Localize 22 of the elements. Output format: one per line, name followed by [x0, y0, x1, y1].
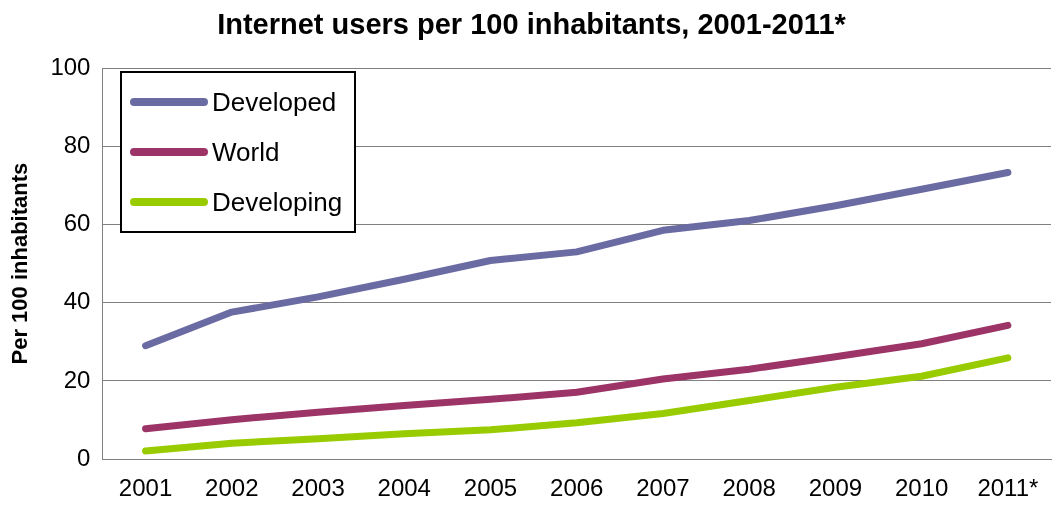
x-tick-label: 2009 [808, 474, 863, 502]
x-tick-label: 2001 [118, 474, 173, 502]
x-tick-label: 2005 [463, 474, 518, 502]
y-tick-label: 60 [63, 209, 91, 237]
y-tick-label: 40 [63, 287, 91, 315]
legend-label: Developing [212, 186, 343, 218]
x-tick-label: 2011* [977, 474, 1039, 502]
legend-label: World [212, 136, 280, 168]
x-tick-label: 2008 [722, 474, 776, 502]
x-tick-label: 2003 [291, 474, 345, 502]
x-tick-label: 2007 [636, 474, 690, 502]
y-tick-label: 0 [77, 443, 91, 471]
chart-title: Internet users per 100 inhabitants, 2001-2011* [216, 8, 847, 41]
x-tick-label: 2004 [377, 474, 431, 502]
x-tick-label: 2006 [550, 474, 604, 502]
y-tick-label: 20 [63, 365, 91, 393]
y-tick-label: 80 [63, 130, 91, 158]
y-axis-title: Per 100 inhabitants [7, 162, 33, 365]
legend-label: Developed [212, 86, 337, 118]
x-tick-label: 2010 [894, 474, 949, 502]
x-tick-label: 2002 [205, 474, 259, 502]
y-tick-label: 100 [50, 52, 91, 80]
